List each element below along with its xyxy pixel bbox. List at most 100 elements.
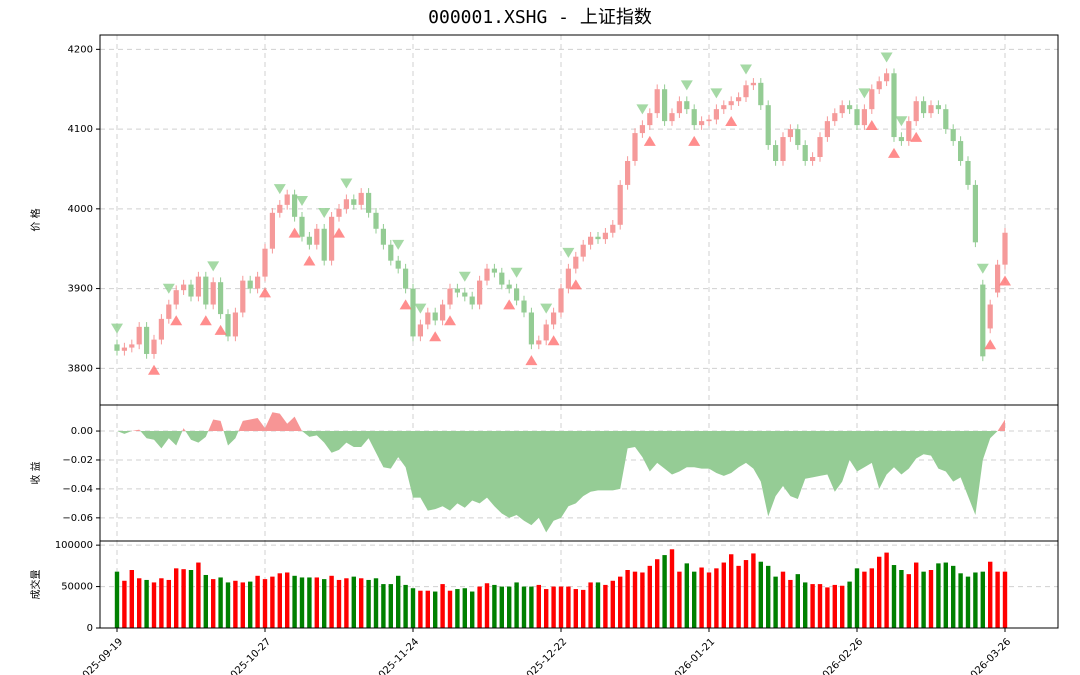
candle-body bbox=[173, 290, 179, 305]
volume-bar bbox=[455, 589, 460, 628]
volume-bar bbox=[159, 578, 164, 628]
volume-bar bbox=[270, 576, 275, 628]
volume-bar bbox=[906, 574, 911, 628]
y-tick-label: 50000 bbox=[61, 582, 93, 593]
candle-body bbox=[802, 145, 808, 161]
volume-bar bbox=[884, 552, 889, 628]
return-area-positive bbox=[131, 412, 1005, 432]
volume-bar bbox=[381, 584, 386, 628]
volume-bar bbox=[677, 571, 682, 628]
volume-bar bbox=[122, 580, 127, 628]
volume-bar bbox=[536, 584, 541, 628]
candle-body bbox=[121, 347, 127, 351]
buy-signal bbox=[503, 299, 516, 310]
candle-body bbox=[810, 157, 816, 161]
buy-signal bbox=[643, 135, 656, 146]
volume-bar bbox=[129, 570, 134, 628]
candle-body bbox=[403, 268, 409, 289]
candle-body bbox=[380, 228, 386, 245]
volume-bar bbox=[988, 561, 993, 628]
candle-body bbox=[588, 236, 594, 245]
candle-body bbox=[543, 324, 549, 341]
candle-body bbox=[950, 129, 956, 142]
volume-bar bbox=[632, 571, 638, 628]
volume-bar bbox=[188, 570, 194, 628]
y-tick-label: −0.04 bbox=[62, 484, 93, 495]
candle-body bbox=[839, 105, 845, 114]
buy-signal bbox=[910, 131, 923, 142]
buy-signal bbox=[688, 135, 701, 146]
volume-bar bbox=[914, 562, 919, 628]
volume-bar bbox=[869, 568, 874, 628]
buy-signal bbox=[865, 119, 878, 130]
buy-signal bbox=[569, 279, 582, 290]
volume-bar bbox=[921, 571, 926, 628]
candle-body bbox=[684, 101, 690, 110]
candle-body bbox=[262, 248, 268, 277]
volume-bar bbox=[248, 581, 253, 628]
buy-signal bbox=[525, 355, 538, 366]
volume-bar bbox=[736, 565, 741, 628]
candle-body bbox=[891, 73, 897, 138]
candle-body bbox=[499, 272, 505, 285]
candle-body bbox=[188, 284, 194, 297]
volume-bar bbox=[322, 579, 327, 628]
y-tick-label: 0 bbox=[87, 623, 93, 634]
x-tick-label: 2025-09-19 bbox=[76, 636, 125, 675]
candle-body bbox=[292, 194, 298, 217]
candle-body bbox=[884, 73, 890, 82]
volume-bar bbox=[166, 579, 171, 628]
volume-bar bbox=[965, 576, 971, 628]
candle-body bbox=[573, 256, 579, 269]
volume-bar bbox=[114, 571, 120, 628]
volume-bar bbox=[359, 578, 364, 628]
candle-body bbox=[299, 216, 305, 237]
candle-body bbox=[440, 304, 446, 321]
candle-body bbox=[980, 284, 986, 357]
candle-body bbox=[129, 344, 135, 348]
volume-bar bbox=[477, 586, 482, 628]
candle-body bbox=[144, 326, 150, 354]
volume-panel-frame bbox=[99, 540, 1059, 629]
candle-body bbox=[721, 105, 727, 110]
plot-layer: 3800 3900 4000 4100 4200 价 格 −0.06 −0.04 −0.02 0.… bbox=[29, 35, 1058, 675]
sell-signal bbox=[562, 247, 575, 258]
candle-body bbox=[691, 109, 697, 126]
candle-body bbox=[610, 224, 616, 233]
candle-body bbox=[181, 284, 187, 291]
volume-bar bbox=[373, 578, 379, 628]
candle-body bbox=[528, 312, 534, 345]
volume-bar bbox=[640, 572, 645, 628]
candle-body bbox=[736, 97, 742, 102]
candle-body bbox=[255, 276, 261, 289]
volume-bar bbox=[803, 582, 808, 628]
volume-bar bbox=[558, 586, 564, 628]
candle-body bbox=[484, 268, 490, 281]
volume-bar bbox=[684, 563, 689, 628]
sell-signal bbox=[976, 263, 989, 274]
candle-body bbox=[351, 199, 357, 205]
volume-bar bbox=[928, 570, 934, 628]
volume-bar bbox=[817, 584, 823, 628]
candle-body bbox=[114, 344, 120, 351]
volume-bar bbox=[203, 574, 208, 628]
candle-body bbox=[958, 141, 964, 161]
volume-bar bbox=[137, 578, 142, 628]
candle-body bbox=[861, 109, 867, 126]
y-tick-label: 100000 bbox=[55, 540, 93, 551]
sell-signal bbox=[111, 323, 123, 334]
buy-signal bbox=[888, 147, 900, 158]
candle-body bbox=[750, 82, 756, 86]
y-tick-label: 4100 bbox=[68, 124, 93, 135]
volume-bar bbox=[655, 559, 660, 628]
volume-bar bbox=[603, 584, 608, 628]
candle-body bbox=[765, 105, 771, 146]
candle-body bbox=[366, 192, 372, 213]
candle-body bbox=[921, 101, 927, 114]
sell-signal bbox=[895, 116, 908, 127]
volume-bar bbox=[388, 584, 393, 628]
volume-bar bbox=[780, 571, 786, 628]
candle-body bbox=[454, 288, 460, 293]
candle-body bbox=[935, 105, 941, 110]
y-tick-label: 4000 bbox=[68, 204, 93, 215]
